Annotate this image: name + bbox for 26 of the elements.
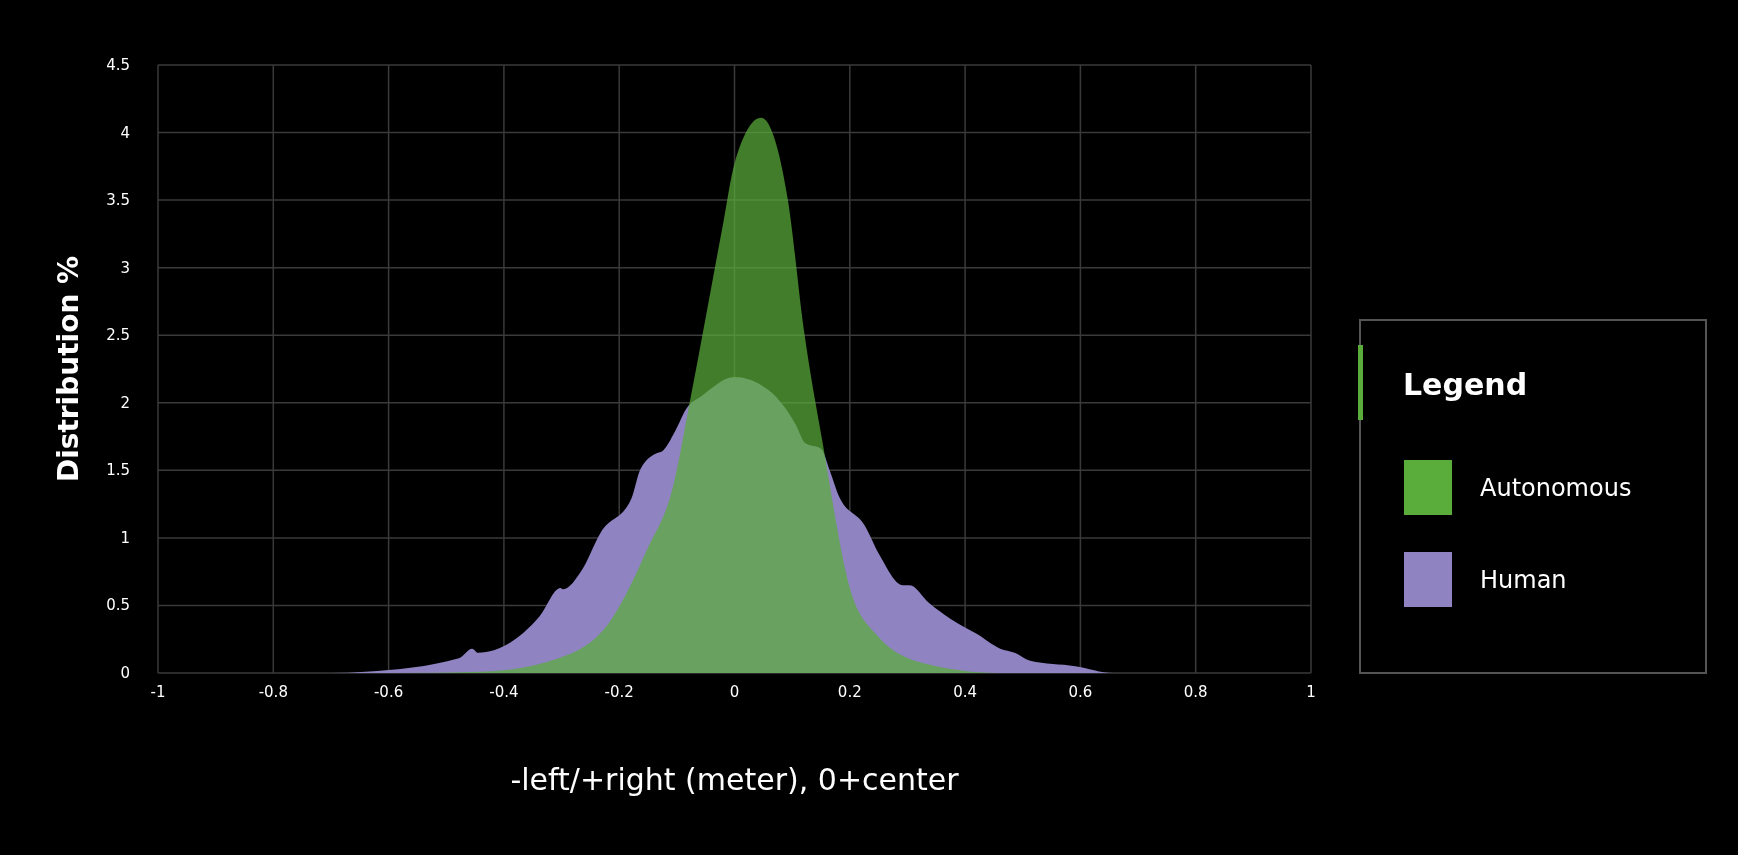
y-tick-label: 4 [120, 123, 130, 142]
y-tick-label: 2 [120, 393, 130, 412]
y-tick-label: 3 [120, 258, 130, 277]
x-tick-label: -0.6 [373, 683, 404, 701]
x-tick-label: 0.4 [953, 683, 978, 701]
y-tick-label: 2.5 [106, 326, 130, 345]
x-tick-label: -0.8 [258, 683, 288, 701]
x-tick-label: 0.8 [1183, 683, 1208, 701]
legend-label: Autonomous [1480, 474, 1632, 502]
x-tick-label: 1 [1306, 683, 1316, 701]
legend-title: Legend [1403, 367, 1528, 402]
x-tick-label: 0.2 [837, 683, 862, 701]
x-tick-label: -0.4 [489, 683, 519, 701]
y-tick-label: 3.5 [106, 191, 130, 210]
x-tick-label: 0 [729, 683, 740, 701]
x-tick-label: -1 [150, 683, 166, 701]
legend-label: Human [1480, 566, 1567, 594]
x-tick-label: -0.2 [604, 683, 634, 701]
y-tick-label: 4.5 [106, 56, 130, 74]
x-axis-title: -left/+right (meter), 0+center [510, 762, 960, 797]
y-axis-title: Distribution % [52, 255, 85, 483]
y-tick-label: 0.5 [106, 596, 130, 615]
x-tick-label: 0.6 [1068, 683, 1093, 701]
y-tick-label: 1.5 [106, 461, 130, 480]
y-tick-label: 0 [120, 664, 130, 682]
y-tick-label: 1 [120, 528, 130, 547]
